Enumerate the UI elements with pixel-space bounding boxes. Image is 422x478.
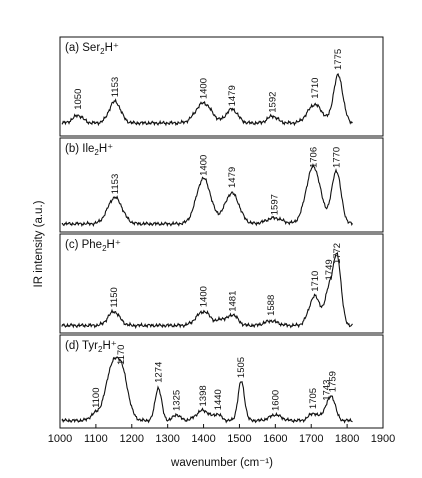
peak-label: 1592 xyxy=(268,92,279,113)
peak-label: 1400 xyxy=(199,155,210,176)
panel-label-suffix: H⁺ xyxy=(105,42,119,54)
panel-label-suffix: H⁺ xyxy=(99,143,113,155)
peak-label: 1440 xyxy=(213,389,224,410)
panel-label-main: (c) Phe xyxy=(65,239,102,251)
peak-label: 1710 xyxy=(310,78,321,99)
peak-label: 1479 xyxy=(227,167,238,188)
peak-label: 1050 xyxy=(73,89,84,110)
peak-label: 1153 xyxy=(110,77,121,97)
panel-3: (d) Tyr2H⁺ 1100 1170 1274 1325 1398 1440 1505 16… xyxy=(59,334,384,429)
panel-frame xyxy=(59,36,384,137)
x-tick-label: 1900 xyxy=(371,433,395,445)
panel-label: (a) Ser2H⁺ xyxy=(65,42,119,56)
peak-label: 1481 xyxy=(228,291,239,312)
peak-label: 1775 xyxy=(333,49,344,70)
panel-label: (b) Ile2H⁺ xyxy=(65,143,113,157)
peak-label: 1770 xyxy=(331,147,342,168)
peak-label: 1597 xyxy=(269,194,280,215)
x-tick-label: 1700 xyxy=(299,433,323,445)
x-tick-label: 1600 xyxy=(263,433,287,445)
x-tick-label: 1500 xyxy=(227,433,251,445)
x-tick-label: 1800 xyxy=(335,433,359,445)
panel-0: (a) Ser2H⁺ 1050 1153 1400 1479 1592 1710 1775 xyxy=(59,36,384,137)
panel-label-subscript: 2 xyxy=(100,47,105,56)
panel-label-main: (b) Ile xyxy=(65,143,94,155)
peak-label: 1710 xyxy=(310,271,321,292)
peak-label: 1400 xyxy=(199,78,210,99)
panel-frame xyxy=(59,334,384,429)
x-tick-label: 1100 xyxy=(84,433,108,445)
panel-frame xyxy=(59,233,384,334)
peak-label: 1749 xyxy=(324,259,335,280)
panel-label-subscript: 2 xyxy=(102,244,107,253)
peak-label: 1325 xyxy=(172,390,183,411)
panel-label: (d) Tyr2H⁺ xyxy=(65,340,117,354)
panel-label-suffix: H⁺ xyxy=(107,239,121,251)
peak-label: 1153 xyxy=(110,174,121,194)
spectrum-line xyxy=(61,73,353,127)
peak-label: 1170 xyxy=(116,345,127,365)
x-tick-label: 1000 xyxy=(48,433,72,445)
peak-label: 1100 xyxy=(91,387,102,407)
panel-frame xyxy=(59,137,384,233)
x-axis-label: wavenumber (cm⁻¹) xyxy=(170,457,273,469)
peak-label: 1743 xyxy=(322,380,333,401)
panel-label-main: (d) Tyr xyxy=(65,340,98,352)
spectrum-line xyxy=(61,251,353,330)
peak-label: 1759 xyxy=(327,371,338,392)
x-axis: 1000 1100 1200 1300 1400 1500 1600 1700 1800 1900 xyxy=(48,424,395,445)
peak-label: 1505 xyxy=(236,357,247,378)
panel-label-suffix: H⁺ xyxy=(102,340,116,352)
peak-label: 1772 xyxy=(332,243,343,264)
x-tick-label: 1200 xyxy=(120,433,144,445)
panel-label-subscript: 2 xyxy=(98,345,103,354)
peak-label: 1600 xyxy=(270,390,281,411)
spectrum-line xyxy=(61,356,353,424)
panel-label-subscript: 2 xyxy=(94,148,99,157)
x-tick-label: 1400 xyxy=(191,433,215,445)
peak-label: 1150 xyxy=(109,287,120,307)
peak-label: 1274 xyxy=(153,362,164,383)
x-tick-label: 1300 xyxy=(155,433,179,445)
y-axis-label: IR intensity (a.u.) xyxy=(33,200,45,287)
panel-label-main: (a) Ser xyxy=(65,42,100,54)
peak-label: 1588 xyxy=(266,295,277,316)
peak-label: 1398 xyxy=(198,385,209,406)
peak-label: 1706 xyxy=(308,147,319,168)
panel-1: (b) Ile2H⁺ 1153 1400 1479 1597 1706 1770 xyxy=(59,137,384,233)
peak-label: 1479 xyxy=(227,85,238,106)
peak-label: 1400 xyxy=(199,286,210,307)
spectrum-line xyxy=(61,163,353,228)
peak-label: 1705 xyxy=(308,388,319,409)
panel-label: (c) Phe2H⁺ xyxy=(65,239,121,253)
